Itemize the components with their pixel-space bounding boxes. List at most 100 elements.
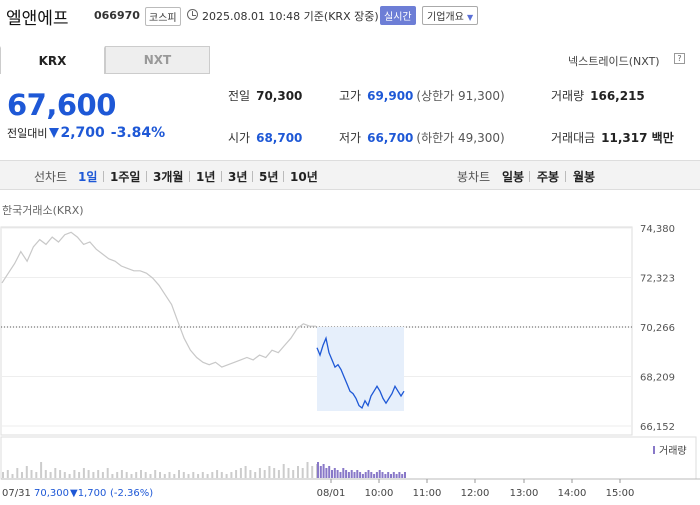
period-3m[interactable]: 3개월 bbox=[153, 170, 184, 184]
volume-bar bbox=[392, 472, 395, 478]
period-1d[interactable]: 1일 bbox=[78, 170, 98, 184]
volume-bar bbox=[249, 470, 252, 478]
stock-code: 066970 bbox=[94, 9, 140, 22]
volume-bar bbox=[373, 474, 376, 478]
candle-daily[interactable]: 일봉 bbox=[502, 170, 525, 184]
volume-bar bbox=[244, 466, 247, 478]
prev-day-date: 07/31 bbox=[2, 488, 31, 499]
y-tick-label: 70,266 bbox=[640, 323, 675, 334]
stat-value: 70,300 bbox=[256, 89, 303, 103]
company-overview-button[interactable]: 기업개요 ▼ bbox=[422, 6, 479, 25]
volume-bar bbox=[404, 472, 406, 478]
volume-bar bbox=[73, 470, 76, 478]
line-chart-label: 선차트 bbox=[34, 170, 68, 184]
stat-volume: 거래량 166,215 bbox=[551, 87, 645, 104]
x-axis-ticks: 08/01 10:00 11:00 12:00 13:00 14:00 15:00 bbox=[317, 488, 635, 499]
volume-bar bbox=[258, 468, 261, 478]
volume-bar bbox=[353, 472, 356, 478]
price-chart[interactable]: 74,380 72,323 70,266 68,209 66,152 거래량 08/01… bbox=[0, 215, 700, 505]
volume-bar bbox=[381, 472, 384, 478]
volume-bar bbox=[178, 470, 180, 478]
period-bar: 선차트 1일 1주일 3개월 1년 3년 5년 10년 봉차트 일봉 주봉 월봉 bbox=[0, 160, 700, 190]
volume-bar bbox=[297, 466, 299, 478]
chart-source: 한국거래소(KRX) bbox=[2, 204, 84, 217]
volume-bar bbox=[168, 472, 171, 478]
volume-bar bbox=[390, 474, 392, 478]
volume-bar bbox=[342, 468, 345, 478]
volume-bar bbox=[16, 468, 19, 478]
clock-icon bbox=[187, 9, 198, 20]
volume-bar bbox=[54, 468, 57, 478]
stat-label: 거래대금 bbox=[551, 131, 596, 145]
volume-bar bbox=[347, 472, 350, 478]
volume-bar bbox=[328, 466, 331, 478]
volume-bar bbox=[35, 472, 38, 478]
period-10y[interactable]: 10년 bbox=[290, 170, 318, 184]
stat-amount: 거래대금 11,317 백만 bbox=[551, 129, 674, 146]
volume-bar bbox=[11, 474, 14, 478]
period-1y[interactable]: 1년 bbox=[196, 170, 216, 184]
stat-prev-close: 전일 70,300 bbox=[228, 87, 302, 104]
volume-bar bbox=[206, 474, 209, 478]
volume-bar bbox=[225, 474, 228, 478]
volume-bar bbox=[333, 468, 336, 478]
volume-bar bbox=[63, 472, 66, 478]
stat-sub: (상한가 91,300) bbox=[416, 89, 505, 103]
volume-bar bbox=[154, 470, 157, 478]
change-percent: -3.84% bbox=[110, 125, 166, 141]
volume-bar bbox=[187, 474, 190, 478]
series-prev-day-line bbox=[1, 231, 316, 368]
candle-monthly[interactable]: 월봉 bbox=[573, 170, 596, 184]
volume-bar bbox=[87, 470, 90, 478]
stat-value: 68,700 bbox=[256, 131, 303, 145]
volume-bar bbox=[277, 470, 280, 478]
x-tick-label: 10:00 bbox=[365, 488, 394, 499]
volume-bar bbox=[398, 472, 401, 478]
volume-bar bbox=[350, 470, 353, 478]
y-tick-label: 74,380 bbox=[640, 224, 675, 235]
volume-bar bbox=[395, 474, 398, 478]
period-5y[interactable]: 5년 bbox=[259, 170, 279, 184]
volume-bar bbox=[384, 474, 387, 478]
volume-bar bbox=[263, 470, 266, 478]
candle-weekly[interactable]: 주봉 bbox=[537, 170, 560, 184]
volume-bar bbox=[125, 472, 128, 478]
volume-bar bbox=[120, 470, 123, 478]
volume-bar bbox=[68, 474, 71, 478]
volume-bar bbox=[21, 472, 23, 478]
volume-bar bbox=[2, 472, 4, 478]
volume-bar bbox=[92, 472, 95, 478]
volume-bar bbox=[220, 472, 223, 478]
volume-bar bbox=[287, 468, 290, 478]
x-tick-label: 14:00 bbox=[558, 488, 587, 499]
x-axis-tick-marks bbox=[330, 479, 621, 483]
volume-bar bbox=[325, 468, 328, 478]
volume-bar bbox=[301, 468, 304, 478]
volume-bar bbox=[149, 474, 152, 478]
stat-value: 166,215 bbox=[590, 89, 645, 103]
nextrade-link[interactable]: 넥스트레이드(NXT) bbox=[568, 55, 660, 68]
volume-bar bbox=[25, 466, 28, 478]
realtime-badge[interactable]: 실시간 bbox=[380, 6, 416, 25]
volume-bar bbox=[273, 468, 276, 478]
volume-bar bbox=[370, 472, 373, 478]
prev-day-percent: (-2.36%) bbox=[110, 488, 153, 499]
volume-bar bbox=[135, 472, 138, 478]
help-icon[interactable]: ? bbox=[674, 53, 685, 64]
stat-label: 고가 bbox=[339, 89, 362, 103]
volume-bar bbox=[30, 470, 33, 478]
tab-krx[interactable]: KRX bbox=[0, 46, 105, 74]
stat-label: 전일 bbox=[228, 89, 251, 103]
volume-bar bbox=[192, 472, 195, 478]
change-label: 전일대비 bbox=[7, 127, 48, 140]
stat-value: 11,317 백만 bbox=[601, 131, 674, 145]
volume-bar bbox=[292, 470, 295, 478]
volume-bar bbox=[359, 472, 362, 478]
period-1w[interactable]: 1주일 bbox=[110, 170, 141, 184]
tab-nxt[interactable]: NXT bbox=[105, 46, 210, 74]
period-3y[interactable]: 3년 bbox=[228, 170, 248, 184]
stat-label: 저가 bbox=[339, 131, 362, 145]
volume-bar bbox=[106, 468, 109, 478]
volume-bar bbox=[375, 472, 378, 478]
volume-bar bbox=[239, 468, 242, 478]
